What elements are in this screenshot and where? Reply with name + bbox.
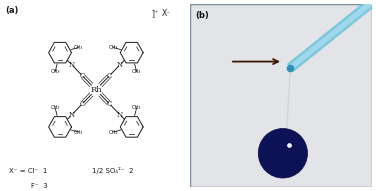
Text: C: C	[80, 72, 85, 80]
Text: CH₃: CH₃	[109, 45, 118, 50]
Text: F⁻  3: F⁻ 3	[32, 183, 48, 189]
Text: CH₃: CH₃	[74, 45, 83, 50]
Text: CH₃: CH₃	[50, 105, 60, 110]
Text: (a): (a)	[6, 6, 19, 15]
Text: ⁺: ⁺	[155, 11, 158, 16]
Text: C: C	[107, 72, 112, 80]
FancyBboxPatch shape	[190, 4, 372, 187]
Text: ]: ]	[151, 9, 154, 18]
Text: N: N	[117, 61, 123, 69]
Text: CH₃: CH₃	[132, 105, 141, 110]
Point	[286, 143, 292, 146]
Text: C: C	[80, 100, 85, 108]
Text: N: N	[69, 111, 75, 119]
Point	[287, 66, 293, 70]
Text: CH₃: CH₃	[50, 69, 60, 74]
Text: CH₃: CH₃	[109, 129, 118, 134]
Text: 1/2 SO₄²⁻  2: 1/2 SO₄²⁻ 2	[92, 168, 134, 174]
Text: X⁻ = Cl⁻  1: X⁻ = Cl⁻ 1	[9, 168, 48, 174]
Text: X⁻: X⁻	[161, 9, 171, 18]
Text: CH₃: CH₃	[74, 129, 83, 134]
Text: (b): (b)	[196, 11, 209, 20]
Text: Rh: Rh	[90, 86, 102, 94]
Text: N: N	[117, 111, 123, 119]
Text: CH₃: CH₃	[132, 69, 141, 74]
Text: C: C	[107, 100, 112, 108]
Circle shape	[258, 129, 308, 178]
Text: N: N	[69, 61, 75, 69]
